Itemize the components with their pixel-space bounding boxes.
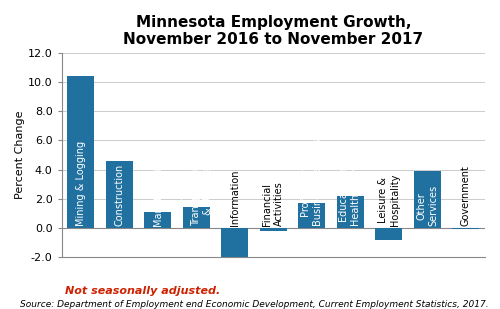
Bar [337,196,363,228]
Text: Manufacturing: Manufacturing [153,155,163,226]
Bar [260,228,287,231]
Text: Not seasonally adjusted.: Not seasonally adjusted. [65,286,220,295]
Text: Source: Department of Employment end Economic Development, Current Employment St: Source: Department of Employment end Eco… [20,300,488,309]
Text: Leisure &
Hospitality: Leisure & Hospitality [378,174,400,226]
Text: Construction: Construction [114,164,124,226]
Bar [106,161,133,228]
Text: Information: Information [230,170,240,226]
Text: Financial
Activities: Financial Activities [262,182,284,226]
Title: Minnesota Employment Growth,
November 2016 to November 2017: Minnesota Employment Growth, November 20… [123,15,424,47]
Text: Professional &
Business Services: Professional & Business Services [301,139,322,226]
Bar [298,203,325,228]
Text: Government: Government [461,166,471,226]
Text: Mining & Logging: Mining & Logging [76,141,86,226]
Bar [183,207,210,228]
Bar [376,228,402,239]
Bar [414,171,440,228]
Text: Other
Services: Other Services [416,185,438,226]
Text: Educational &
Health Services: Educational & Health Services [340,150,361,226]
Bar [452,228,479,229]
Bar [68,76,94,228]
Y-axis label: Percent Change: Percent Change [15,111,25,199]
Bar [222,228,248,260]
Text: Trade,
Transportation
& Utilities: Trade, Transportation & Utilities [180,156,213,226]
Bar [144,212,172,228]
